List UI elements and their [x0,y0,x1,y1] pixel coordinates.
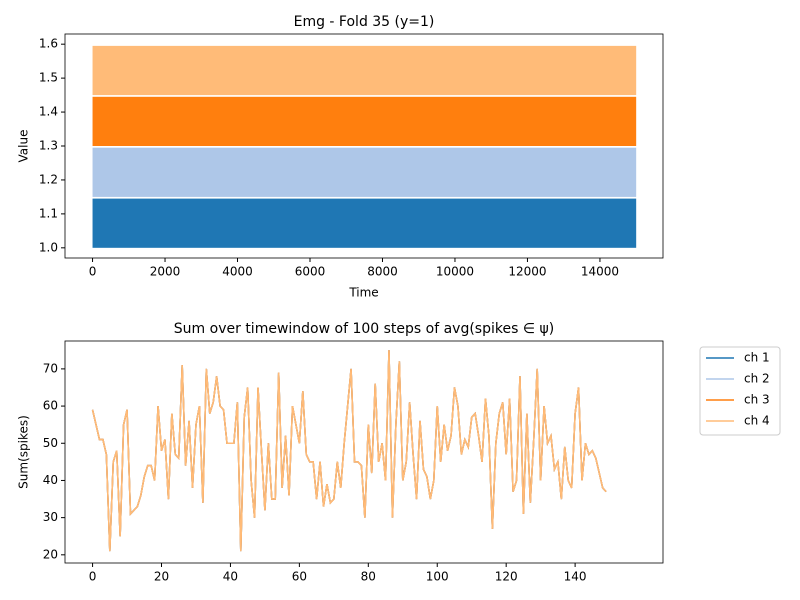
legend-label: ch 1 [744,351,770,365]
y-tick-label: 40 [43,473,58,487]
x-tick-label: 14000 [581,265,619,279]
y-tick-label: 1.4 [39,105,58,119]
x-tick-label: 10000 [436,265,474,279]
legend-label: ch 2 [744,372,770,386]
y-tick-label: 1.5 [39,71,58,85]
x-tick-label: 0 [89,265,97,279]
legend-label: ch 3 [744,393,770,407]
y-tick-label: 60 [43,399,58,413]
event-band [92,45,637,96]
x-tick-label: 20 [154,570,169,584]
x-tick-label: 6000 [295,265,326,279]
chart-title: Emg - Fold 35 (y=1) [294,14,435,30]
y-tick-label: 30 [43,510,58,524]
y-tick-label: 70 [43,361,58,375]
y-tick-label: 1.3 [39,139,58,153]
y-tick-label: 20 [43,547,58,561]
event-band [92,198,637,248]
x-tick-label: 8000 [367,265,398,279]
y-tick-label: 1.0 [39,240,58,254]
x-axis-label: Time [348,286,378,300]
x-tick-label: 4000 [222,265,253,279]
x-tick-label: 80 [361,570,376,584]
series-line [91,350,607,552]
chart-title: Sum over timewindow of 100 steps of avg(… [174,321,554,337]
y-tick-label: 1.6 [39,37,58,51]
y-axis-label: Value [17,130,31,163]
x-tick-label: 60 [292,570,307,584]
x-tick-label: 0 [89,570,97,584]
y-tick-label: 1.2 [39,172,58,186]
y-tick-label: 1.1 [39,206,58,220]
legend-box [699,346,781,436]
axes-frame [64,340,664,564]
x-tick-label: 100 [426,570,449,584]
x-tick-label: 40 [223,570,238,584]
x-tick-label: 120 [495,570,518,584]
x-tick-label: 140 [564,570,587,584]
x-tick-label: 2000 [150,265,181,279]
event-band [92,147,637,197]
y-axis-label: Sum(spikes) [17,415,31,489]
x-tick-label: 12000 [508,265,546,279]
event-band [92,96,637,146]
y-tick-label: 50 [43,436,58,450]
legend-label: ch 4 [744,414,770,428]
